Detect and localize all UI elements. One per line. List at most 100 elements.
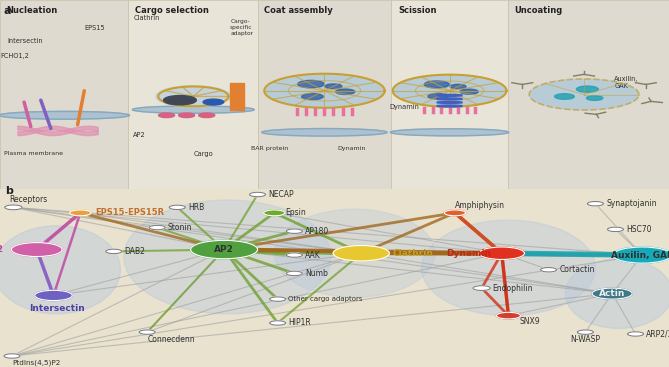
Circle shape <box>393 75 506 107</box>
Circle shape <box>587 96 603 101</box>
Text: Stonin: Stonin <box>168 223 193 232</box>
Circle shape <box>592 288 632 299</box>
Circle shape <box>628 332 644 336</box>
Ellipse shape <box>274 209 435 297</box>
Circle shape <box>286 253 302 257</box>
Circle shape <box>159 113 175 117</box>
Text: Intersectin: Intersectin <box>29 304 85 313</box>
Circle shape <box>428 93 448 99</box>
Text: Receptors: Receptors <box>9 195 47 204</box>
Circle shape <box>479 247 524 259</box>
Bar <box>128 0 258 189</box>
Text: Auxilin, GAK: Auxilin, GAK <box>611 251 669 259</box>
Text: Dynamin: Dynamin <box>338 146 366 150</box>
Circle shape <box>460 89 478 94</box>
Bar <box>391 0 508 189</box>
Polygon shape <box>230 83 244 110</box>
Circle shape <box>250 192 266 197</box>
Circle shape <box>191 240 258 259</box>
Text: AP2: AP2 <box>214 245 234 254</box>
Text: Nucleation: Nucleation <box>7 6 58 15</box>
Text: HSC70: HSC70 <box>626 225 652 234</box>
Circle shape <box>163 95 197 105</box>
Circle shape <box>270 297 286 301</box>
Text: FCHO1,2: FCHO1,2 <box>1 53 29 59</box>
Text: AP2: AP2 <box>133 132 146 138</box>
Circle shape <box>473 286 490 291</box>
Circle shape <box>286 271 302 276</box>
Circle shape <box>156 86 231 107</box>
Circle shape <box>5 205 22 210</box>
Text: Clathrin: Clathrin <box>133 15 159 21</box>
Text: Uncoating: Uncoating <box>514 6 562 15</box>
Circle shape <box>613 247 669 263</box>
Text: Synaptojanin: Synaptojanin <box>606 199 656 208</box>
Circle shape <box>179 113 195 117</box>
Text: Cargo: Cargo <box>193 151 213 157</box>
Circle shape <box>264 74 385 108</box>
Circle shape <box>264 210 285 216</box>
Circle shape <box>203 99 223 105</box>
Circle shape <box>169 205 185 210</box>
Text: Epsin: Epsin <box>285 208 306 217</box>
Ellipse shape <box>124 200 331 314</box>
Circle shape <box>106 249 122 254</box>
Text: Endophilin: Endophilin <box>492 284 533 292</box>
Ellipse shape <box>421 220 595 316</box>
Text: Intersectin: Intersectin <box>7 38 43 44</box>
Text: SNX9: SNX9 <box>519 317 540 326</box>
Circle shape <box>555 94 574 99</box>
Text: AP180: AP180 <box>305 227 329 236</box>
Circle shape <box>35 290 72 301</box>
Circle shape <box>587 201 603 206</box>
Circle shape <box>444 210 466 216</box>
Text: Clathrin: Clathrin <box>392 249 433 258</box>
Circle shape <box>450 84 466 89</box>
Text: Other cargo adaptors: Other cargo adaptors <box>288 296 363 302</box>
Ellipse shape <box>391 129 508 136</box>
Text: Dynamin: Dynamin <box>446 249 491 258</box>
Circle shape <box>424 81 450 88</box>
Text: NECAP: NECAP <box>268 190 294 199</box>
Text: Scission: Scission <box>398 6 437 15</box>
Ellipse shape <box>132 106 254 113</box>
Circle shape <box>325 84 342 89</box>
Text: a: a <box>3 6 11 16</box>
Circle shape <box>199 113 215 117</box>
Text: Amphiphysin: Amphiphysin <box>455 200 505 210</box>
Text: Auxilin,
GAK: Auxilin, GAK <box>614 76 638 88</box>
Text: AAK: AAK <box>305 251 321 259</box>
Text: Actin: Actin <box>599 289 626 298</box>
Bar <box>508 0 669 189</box>
Circle shape <box>302 94 323 100</box>
Bar <box>0 0 128 189</box>
Circle shape <box>11 243 62 257</box>
Circle shape <box>139 330 155 334</box>
Circle shape <box>529 79 639 110</box>
Circle shape <box>149 225 165 230</box>
Ellipse shape <box>0 226 120 314</box>
Circle shape <box>541 268 557 272</box>
Text: Cortactin: Cortactin <box>559 265 595 274</box>
Circle shape <box>270 321 286 325</box>
Text: DAB2: DAB2 <box>124 247 145 256</box>
Text: HIP1R: HIP1R <box>288 319 311 327</box>
Text: EPS15-EPS15R: EPS15-EPS15R <box>95 208 164 217</box>
Ellipse shape <box>565 259 669 328</box>
Bar <box>258 0 391 189</box>
Circle shape <box>336 89 355 94</box>
Text: HRB: HRB <box>188 203 204 212</box>
Circle shape <box>607 227 624 232</box>
Text: EPS15: EPS15 <box>84 25 105 30</box>
Text: Plasma membrane: Plasma membrane <box>4 151 63 156</box>
Text: ARP2/3: ARP2/3 <box>646 330 669 338</box>
Text: Cargo selection: Cargo selection <box>135 6 209 15</box>
Circle shape <box>333 246 389 261</box>
Ellipse shape <box>262 128 387 136</box>
Ellipse shape <box>0 112 130 119</box>
Circle shape <box>4 354 20 358</box>
Text: Connecdenn: Connecdenn <box>147 335 195 345</box>
Text: Coat assembly: Coat assembly <box>264 6 333 15</box>
Circle shape <box>298 80 324 88</box>
Text: BAR protein: BAR protein <box>251 146 288 150</box>
